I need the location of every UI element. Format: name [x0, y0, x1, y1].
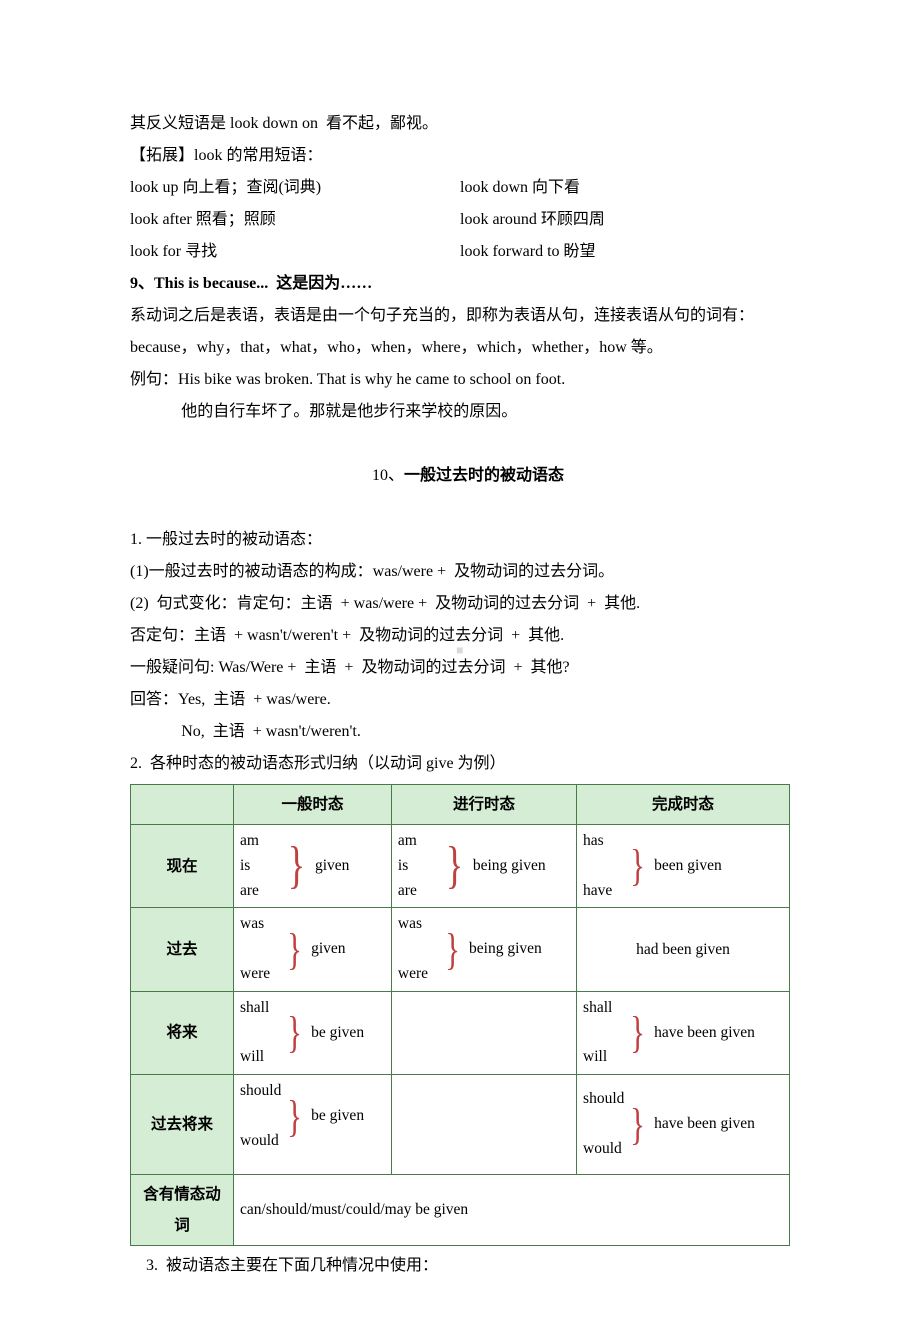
text-line: 3. 被动语态主要在下面几种情况中使用： [130, 1250, 790, 1282]
phrase-left: look up 向上看；查阅(词典) [130, 172, 460, 204]
phrase-left: look for 寻找 [130, 236, 460, 268]
heading-prefix: 10、 [372, 467, 404, 484]
table-cell: should would}have been given [577, 1075, 790, 1174]
text-line: 其反义短语是 look down on 看不起，鄙视。 [130, 108, 790, 140]
text-line: 否定句：主语 + wasn't/weren't + 及物动词的过去分词 + 其他… [130, 620, 790, 652]
table-cell: amisare}given [234, 825, 392, 908]
table-header-row: 一般时态 进行时态 完成时态 [131, 785, 790, 825]
text-line: (2) 句式变化：肯定句：主语 + was/were + 及物动词的过去分词 +… [130, 588, 790, 620]
table-cell: can/should/must/could/may be given [234, 1174, 790, 1245]
text-line: 【拓展】look 的常用短语： [130, 140, 790, 172]
table-header: 一般时态 [234, 785, 392, 825]
table-cell: should would}be given [234, 1075, 392, 1174]
row-header: 现在 [131, 825, 234, 908]
table-cell: amisare}being given [391, 825, 576, 908]
heading-text: 一般过去时的被动语态 [404, 467, 564, 484]
phrase-row: look for 寻找 look forward to 盼望 [130, 236, 790, 268]
phrase-right: look around 环顾四周 [460, 204, 790, 236]
table-header: 完成时态 [577, 785, 790, 825]
text-line: 2. 各种时态的被动语态形式归纳（以动词 give 为例） [130, 748, 790, 780]
phrase-row: look up 向上看；查阅(词典) look down 向下看 [130, 172, 790, 204]
table-cell: has have}been given [577, 825, 790, 908]
text-line: 他的自行车坏了。那就是他步行来学校的原因。 [130, 396, 790, 428]
text-line: (1)一般过去时的被动语态的构成：was/were + 及物动词的过去分词。 [130, 556, 790, 588]
text-line: No, 主语 + wasn't/weren't. [130, 716, 790, 748]
table-row: 过去将来should would}be given should would}ha… [131, 1075, 790, 1174]
row-header: 含有情态动词 [131, 1174, 234, 1245]
text-line: 系动词之后是表语，表语是由一个句子充当的，即称为表语从句，连接表语从句的词有：b… [130, 300, 790, 364]
table-row: 含有情态动词can/should/must/could/may be given [131, 1174, 790, 1245]
table-cell: was were}given [234, 908, 392, 991]
phrase-left: look after 照看；照顾 [130, 204, 460, 236]
text-line: 1. 一般过去时的被动语态： [130, 524, 790, 556]
row-header: 过去将来 [131, 1075, 234, 1174]
text-line: 一般疑问句: Was/Were + 主语 + 及物动词的过去分词 + 其他? [130, 652, 790, 684]
table-cell: was were}being given [391, 908, 576, 991]
row-header: 将来 [131, 991, 234, 1074]
document-page: ■ 其反义短语是 look down on 看不起，鄙视。 【拓展】look 的… [0, 0, 920, 1342]
table-cell [391, 991, 576, 1074]
phrase-right: look forward to 盼望 [460, 236, 790, 268]
table-row: 现在amisare}givenamisare}being givenhas ha… [131, 825, 790, 908]
table-header: 进行时态 [391, 785, 576, 825]
passive-voice-table: 一般时态 进行时态 完成时态 现在amisare}givenamisare}be… [130, 784, 790, 1246]
table-cell [391, 1075, 576, 1174]
table-cell: had been given [577, 908, 790, 991]
section-heading: 9、This is because... 这是因为…… [130, 268, 790, 300]
table-header [131, 785, 234, 825]
text-line: 回答：Yes, 主语 + was/were. [130, 684, 790, 716]
phrase-right: look down 向下看 [460, 172, 790, 204]
row-header: 过去 [131, 908, 234, 991]
table-row: 过去was were}givenwas were}being givenhad … [131, 908, 790, 991]
table-row: 将来shall will}be given shall will}have bee… [131, 991, 790, 1074]
section-heading: 10、一般过去时的被动语态 [130, 428, 790, 524]
table-cell: shall will}be given [234, 991, 392, 1074]
text-line: 例句：His bike was broken. That is why he c… [130, 364, 790, 396]
phrase-row: look after 照看；照顾 look around 环顾四周 [130, 204, 790, 236]
table-cell: shall will}have been given [577, 991, 790, 1074]
